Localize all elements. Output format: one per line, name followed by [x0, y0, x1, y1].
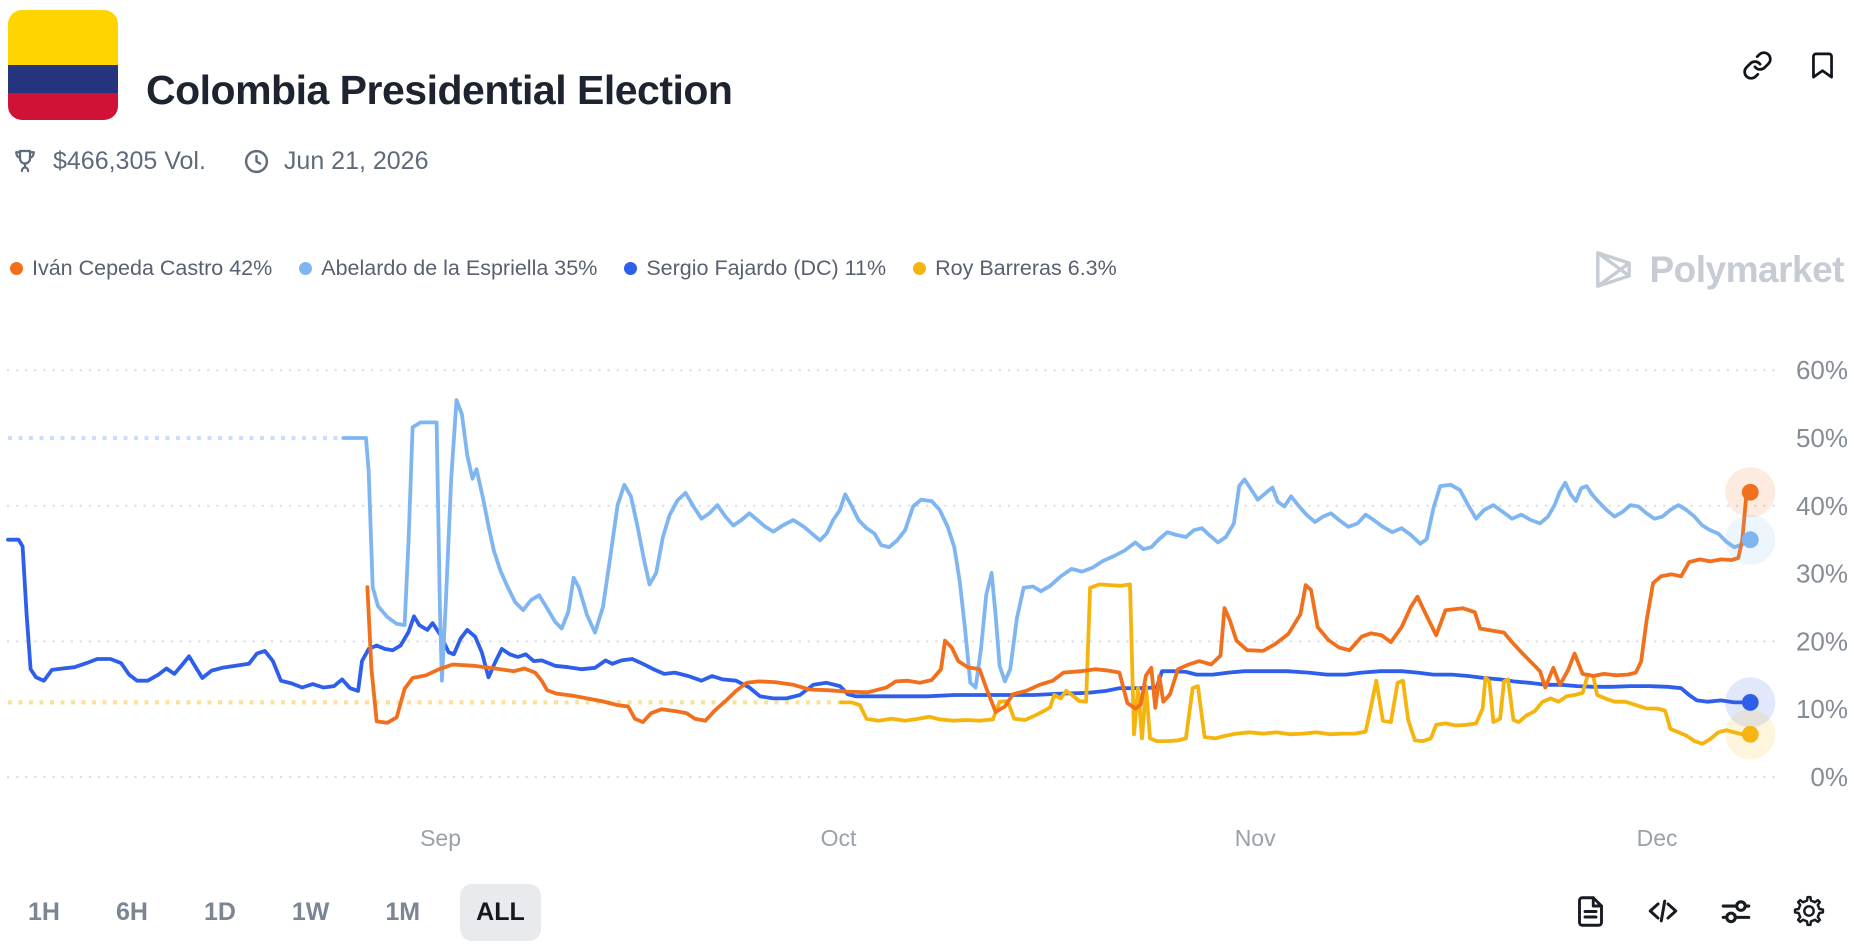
x-tick-label: Nov [1235, 825, 1276, 851]
series-line-fajardo [6, 537, 1753, 705]
end-date-stat: Jun 21, 2026 [242, 147, 429, 176]
timeframe-1h[interactable]: 1H [12, 884, 76, 941]
clock-icon [244, 149, 269, 173]
end-dot-cepeda [1741, 483, 1759, 501]
legend-dot-espriella [299, 262, 313, 275]
y-tick-label: 20% [1796, 626, 1848, 656]
end-date-value: Jun 21, 2026 [283, 146, 429, 175]
bookmark-button[interactable] [1805, 48, 1840, 83]
end-halo-barreras [1725, 709, 1776, 760]
chart-legend: Iván Cepeda Castro 42% Abelardo de la Es… [10, 256, 1117, 281]
y-tick-label: 0% [1810, 762, 1848, 792]
y-tick-label: 50% [1796, 423, 1848, 453]
y-tick-label: 10% [1796, 694, 1848, 724]
legend-label-fajardo: Sergio Fajardo (DC) 11% [646, 256, 887, 280]
legend-item-barreras[interactable]: Roy Barreras 6.3% [913, 256, 1117, 281]
volume-stat: $466,305 Vol. [10, 146, 206, 176]
polymarket-logo-icon [1595, 251, 1631, 288]
y-tick-label: 30% [1796, 559, 1848, 589]
market-stats: $466,305 Vol. Jun 21, 2026 [10, 146, 429, 176]
legend-item-fajardo[interactable]: Sergio Fajardo (DC) 11% [624, 256, 886, 281]
series-line-cepeda [365, 490, 1753, 725]
timeframe-1w[interactable]: 1W [276, 884, 346, 941]
end-dot-barreras [1741, 725, 1759, 743]
trophy-icon [15, 149, 35, 173]
legend-dot-fajardo [624, 262, 638, 275]
end-halo-fajardo [1725, 677, 1776, 728]
embed-button[interactable] [1644, 892, 1682, 930]
copy-link-button[interactable] [1740, 48, 1775, 83]
series-line-barreras [839, 582, 1753, 746]
x-tick-label: Sep [420, 825, 461, 851]
legend-label-cepeda: Iván Cepeda Castro 42% [32, 256, 273, 280]
polymarket-watermark: Polymarket [1590, 246, 1845, 293]
volume-value: $466,305 Vol. [53, 146, 206, 175]
code-icon [1648, 899, 1678, 923]
flag-stripe-yellow [8, 10, 118, 65]
sliders-icon [1721, 900, 1751, 924]
y-tick-label: 60% [1796, 355, 1848, 385]
x-tick-label: Dec [1637, 825, 1678, 851]
x-tick-label: Oct [821, 825, 857, 851]
settings-button[interactable] [1790, 892, 1828, 930]
timeframe-1d[interactable]: 1D [188, 884, 252, 941]
legend-dot-barreras [913, 262, 927, 275]
flag-stripe-red [8, 92, 118, 120]
document-icon [1578, 895, 1603, 927]
timeframe-1m[interactable]: 1M [369, 884, 436, 941]
flag-stripe-blue [8, 65, 118, 93]
chart-tools [1572, 892, 1828, 930]
gear-icon [1793, 895, 1825, 927]
link-icon [1743, 51, 1772, 80]
page-title: Colombia Presidential Election [146, 67, 733, 114]
end-dot-fajardo [1741, 694, 1759, 711]
timeframe-selector: 1H 6H 1D 1W 1M ALL [12, 884, 541, 941]
end-halo-cepeda [1725, 467, 1776, 518]
y-tick-label: 40% [1796, 491, 1848, 521]
timeframe-6h[interactable]: 6H [100, 884, 164, 941]
end-halo-espriella [1725, 514, 1776, 565]
legend-dot-cepeda [10, 262, 23, 275]
legend-item-cepeda[interactable]: Iván Cepeda Castro 42% [10, 256, 272, 281]
series-line-espriella [341, 398, 1753, 690]
legend-label-espriella: Abelardo de la Espriella 35% [321, 256, 598, 280]
indicators-button[interactable] [1717, 892, 1755, 930]
colombia-flag-icon [8, 10, 118, 120]
legend-label-barreras: Roy Barreras 6.3% [935, 256, 1117, 280]
header-actions [1740, 48, 1840, 83]
polymarket-wordmark: Polymarket [1649, 248, 1845, 290]
bookmark-icon [1812, 52, 1833, 79]
end-dot-espriella [1741, 531, 1759, 549]
legend-item-espriella[interactable]: Abelardo de la Espriella 35% [299, 256, 597, 281]
order-book-button[interactable] [1572, 893, 1609, 930]
timeframe-all[interactable]: ALL [460, 884, 541, 941]
